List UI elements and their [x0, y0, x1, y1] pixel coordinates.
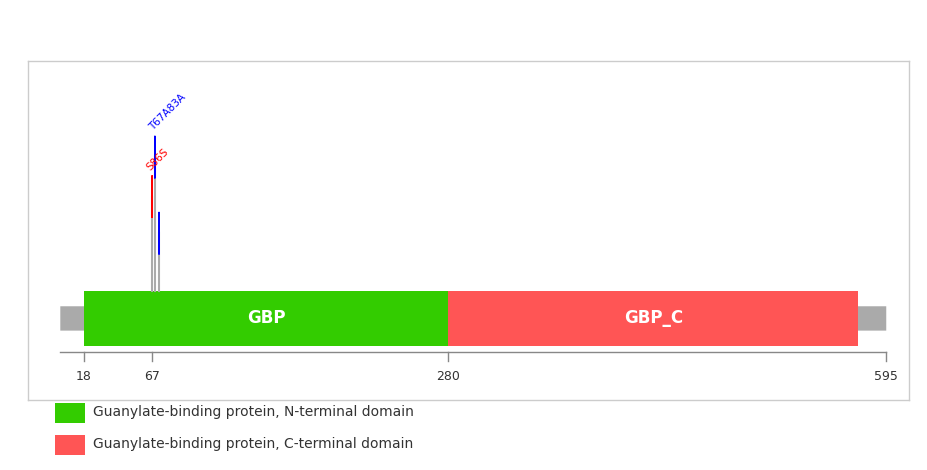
Text: Guanylate-binding protein, N-terminal domain: Guanylate-binding protein, N-terminal do…: [94, 406, 413, 419]
Text: Guanylate-binding protein, C-terminal domain: Guanylate-binding protein, C-terminal do…: [94, 437, 413, 451]
Text: 595: 595: [873, 370, 897, 383]
Text: 280: 280: [436, 370, 460, 383]
Text: T67A83A: T67A83A: [147, 93, 188, 133]
Text: S86S: S86S: [145, 147, 171, 172]
Bar: [55, 403, 84, 423]
Text: 18: 18: [76, 370, 92, 383]
Bar: [83, 291, 448, 346]
Text: GBP: GBP: [247, 309, 285, 328]
Bar: [448, 291, 857, 346]
Text: Protein coding region RNA A-to-I editings for GBP3: Protein coding region RNA A-to-I editing…: [184, 24, 743, 42]
Text: 67: 67: [144, 370, 159, 383]
Bar: [55, 435, 84, 455]
FancyBboxPatch shape: [60, 306, 885, 330]
Text: GBP_C: GBP_C: [623, 309, 682, 328]
